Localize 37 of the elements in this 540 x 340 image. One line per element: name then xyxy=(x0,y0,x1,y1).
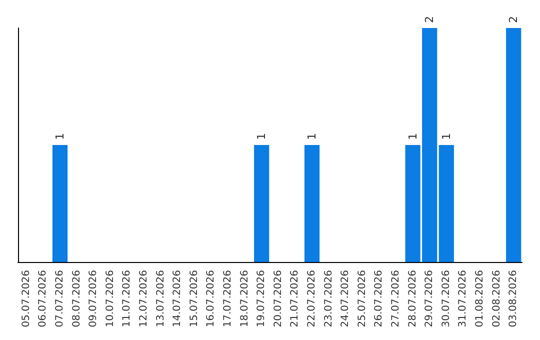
x-tick-label: 24.07.2026 xyxy=(340,270,352,328)
x-tick-label: 14.07.2026 xyxy=(172,270,184,328)
x-tick-label: 07.07.2026 xyxy=(54,270,66,328)
x-tick-label: 18.07.2026 xyxy=(239,270,250,328)
data-label: 2 xyxy=(507,16,520,23)
x-tick-label: 20.07.2026 xyxy=(272,270,284,328)
x-tick-label: 22.07.2026 xyxy=(306,270,318,328)
x-tick-label: 28.07.2026 xyxy=(407,270,418,328)
data-label: 2 xyxy=(423,16,436,23)
x-tick-label: 21.07.2026 xyxy=(290,270,301,328)
x-tick-label: 02.08.2026 xyxy=(491,270,502,328)
data-label: 1 xyxy=(440,133,453,140)
x-tick-label: 11.07.2026 xyxy=(122,270,133,328)
x-tick-label: 03.08.2026 xyxy=(508,270,520,328)
x-tick-label: 15.07.2026 xyxy=(188,270,200,328)
x-tick-label: 09.07.2026 xyxy=(88,270,100,328)
data-label: 1 xyxy=(306,133,318,140)
x-tick-label: 01.08.2026 xyxy=(474,270,486,328)
x-tick-label: 17.07.2026 xyxy=(222,270,234,328)
x-tick-label: 29.07.2026 xyxy=(424,270,436,328)
data-label: 1 xyxy=(406,133,420,140)
x-tick-label: 05.07.2026 xyxy=(20,270,32,328)
x-tick-label: 12.07.2026 xyxy=(138,270,150,328)
x-tick-label: 31.07.2026 xyxy=(458,270,469,328)
x-tick-label: 30.07.2026 xyxy=(440,270,452,328)
x-tick-label: 10.07.2026 xyxy=(104,270,116,328)
data-label: 1 xyxy=(255,133,268,140)
x-tick-label: 26.07.2026 xyxy=(374,270,385,328)
x-tick-label: 27.07.2026 xyxy=(390,270,402,328)
x-tick-label: 25.07.2026 xyxy=(356,270,368,328)
x-tick-label: 23.07.2026 xyxy=(323,270,334,328)
x-tick-label: 08.07.2026 xyxy=(71,270,82,328)
x-tick-label: 16.07.2026 xyxy=(206,270,217,328)
data-label: 1 xyxy=(54,133,66,140)
x-tick-label: 19.07.2026 xyxy=(256,270,268,328)
x-tick-label: 13.07.2026 xyxy=(155,270,166,328)
x-tick-label: 06.07.2026 xyxy=(38,270,49,328)
